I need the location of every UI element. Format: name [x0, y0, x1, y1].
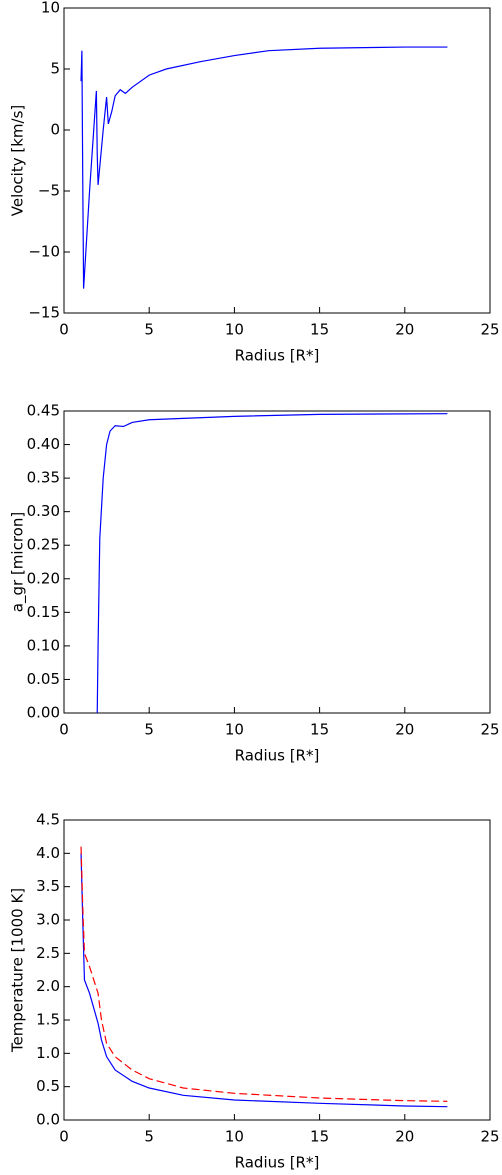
y-tick-label: 3.0 [36, 911, 60, 929]
plot-frame [63, 7, 491, 314]
data-line [80, 846, 448, 1102]
y-axis-title: Temperature [1000 K] [9, 888, 27, 1053]
y-tick-label: 0.10 [27, 636, 60, 654]
x-tick-label: 0 [59, 321, 69, 339]
y-tick-label: 2.0 [36, 977, 60, 995]
plot-frame [63, 410, 491, 714]
y-tick-label: 2.5 [36, 944, 60, 962]
data-line [80, 46, 448, 289]
y-tick-label: 4.0 [36, 844, 60, 862]
y-tick-label: 0.40 [27, 435, 60, 453]
x-tick-label: 10 [225, 321, 244, 339]
x-tick-label: 5 [144, 721, 154, 739]
y-tick-label: 0.35 [27, 469, 60, 487]
y-tick-label: 0.20 [27, 569, 60, 587]
y-tick-label: 0.0 [36, 1111, 60, 1129]
y-tick-label: 5 [50, 60, 60, 78]
y-tick-label: 1.0 [36, 1044, 60, 1062]
y-tick-label: −15 [28, 304, 60, 322]
x-tick-label: 10 [225, 721, 244, 739]
y-tick-label: −5 [38, 182, 60, 200]
y-tick-label: 1.5 [36, 1011, 60, 1029]
x-tick-label: 25 [480, 721, 499, 739]
plot-frame [63, 819, 491, 1121]
y-tick-label: 0.5 [36, 1077, 60, 1095]
y-tick-label: 10 [41, 0, 60, 17]
y-tick-label: 0.00 [27, 704, 60, 722]
y-axis-title: Velocity [km/s] [9, 105, 27, 216]
x-axis-title: Radius [R*] [235, 1154, 320, 1172]
x-tick-label: 0 [59, 721, 69, 739]
y-axis-title: a_gr [micron] [9, 512, 28, 612]
y-tick-label: 0.30 [27, 502, 60, 520]
x-tick-label: 5 [144, 321, 154, 339]
x-tick-label: 20 [395, 721, 414, 739]
y-tick-label: 4.5 [36, 811, 60, 829]
x-tick-label: 20 [395, 321, 414, 339]
y-tick-label: 0.25 [27, 536, 60, 554]
x-tick-label: 15 [310, 321, 329, 339]
x-tick-label: 15 [310, 1128, 329, 1146]
y-tick-label: 0.45 [27, 402, 60, 420]
data-line [80, 853, 448, 1108]
x-tick-label: 0 [59, 1128, 69, 1146]
x-tick-label: 25 [480, 321, 499, 339]
y-tick-label: 0.15 [27, 603, 60, 621]
y-tick-label: 0.05 [27, 670, 60, 688]
data-line [96, 413, 448, 714]
x-tick-label: 10 [225, 1128, 244, 1146]
x-tick-label: 20 [395, 1128, 414, 1146]
x-tick-label: 5 [144, 1128, 154, 1146]
x-axis-title: Radius [R*] [235, 347, 320, 365]
y-tick-label: 0 [50, 121, 60, 139]
y-tick-label: 3.5 [36, 877, 60, 895]
x-tick-label: 25 [480, 1128, 499, 1146]
x-tick-label: 15 [310, 721, 329, 739]
x-axis-title: Radius [R*] [235, 747, 320, 765]
y-tick-label: −10 [28, 243, 60, 261]
